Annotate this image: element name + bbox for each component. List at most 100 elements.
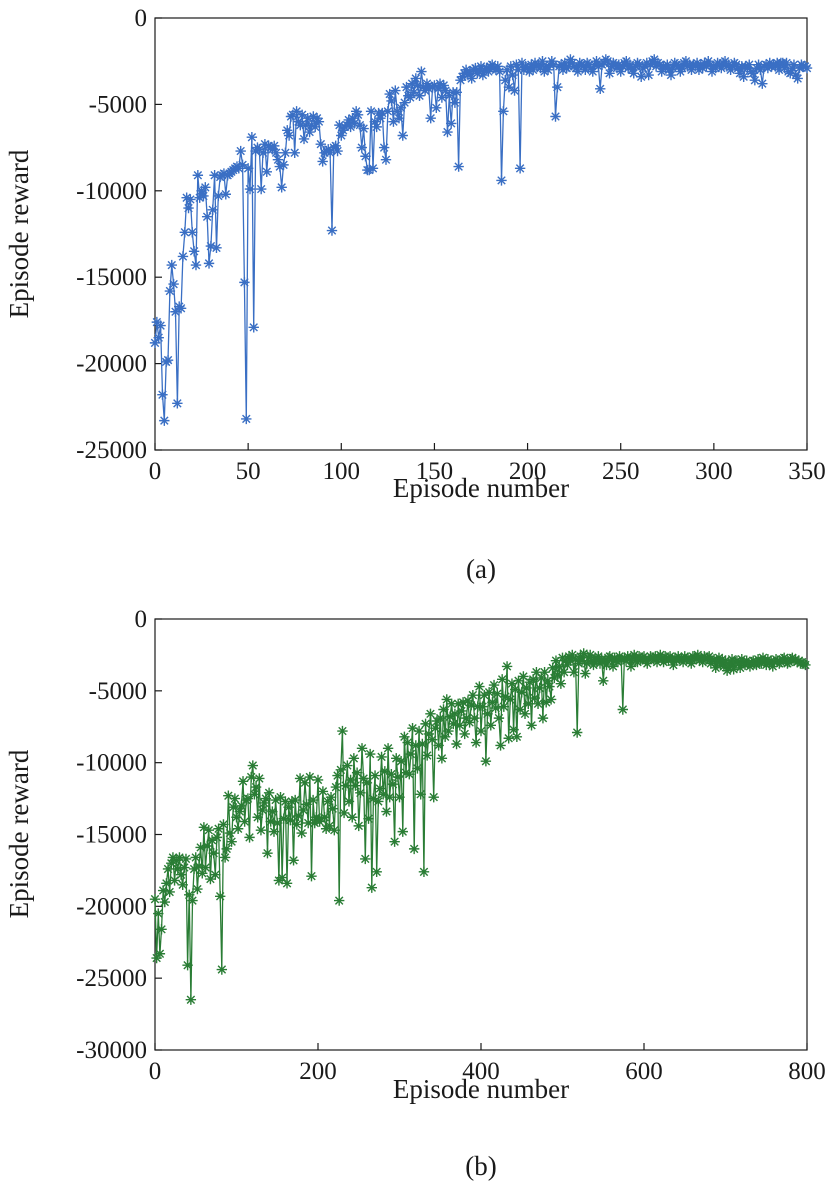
data-point-b	[234, 806, 245, 817]
data-point-a	[464, 66, 476, 77]
data-point-a	[792, 73, 803, 84]
data-point-b	[369, 770, 381, 781]
data-point-a	[360, 151, 371, 162]
data-point-a	[187, 227, 198, 238]
data-point-a	[280, 147, 291, 158]
data-point-b	[149, 893, 161, 905]
data-point-b	[201, 840, 213, 852]
data-point-b	[304, 771, 316, 783]
data-point-b	[164, 886, 175, 898]
data-point-b	[210, 869, 221, 880]
data-point-a	[304, 126, 315, 138]
data-point-a	[172, 398, 183, 409]
data-point-b	[188, 863, 200, 875]
data-point-b	[413, 725, 425, 737]
data-point-a	[434, 78, 446, 89]
data-point-b	[384, 791, 395, 803]
data-point-b	[514, 704, 526, 715]
data-point-b	[224, 827, 236, 839]
data-point-a	[552, 81, 563, 93]
data-point-a	[723, 59, 734, 70]
data-point-a	[310, 121, 321, 133]
data-point-a	[773, 64, 785, 76]
data-point-a	[602, 56, 613, 67]
data-point-b	[355, 787, 366, 799]
data-point-b	[325, 791, 337, 803]
data-point-a	[326, 225, 338, 236]
data-point-a	[244, 183, 256, 195]
data-point-a	[451, 87, 462, 98]
data-point-b	[477, 701, 488, 712]
data-point-a	[749, 75, 761, 86]
data-point-b	[374, 783, 386, 794]
data-point-a	[352, 109, 364, 120]
data-point-b	[580, 668, 591, 679]
data-point-a	[526, 59, 537, 70]
data-point-b	[444, 711, 456, 722]
data-point-b	[624, 654, 635, 665]
data-point-a	[587, 66, 598, 77]
data-point-a	[699, 57, 710, 69]
data-point-b	[539, 666, 550, 678]
data-point-b	[469, 712, 480, 724]
data-point-a	[513, 64, 524, 76]
data-point-a	[580, 64, 591, 76]
data-point-a	[269, 140, 280, 152]
data-point-b	[156, 924, 167, 935]
data-point-b	[399, 731, 410, 743]
data-point-a	[624, 59, 636, 70]
data-point-b	[422, 750, 433, 761]
data-point-a	[453, 161, 464, 172]
data-point-a	[218, 168, 230, 179]
data-point-b	[772, 655, 783, 666]
data-point-a	[250, 145, 261, 157]
data-point-b	[420, 718, 431, 730]
series-line-a	[154, 58, 808, 422]
data-point-b	[184, 889, 195, 901]
data-point-a	[423, 83, 435, 95]
data-point-b	[177, 879, 188, 890]
data-point-a	[494, 66, 505, 77]
data-point-a	[166, 259, 177, 271]
data-point-a	[744, 59, 755, 70]
data-point-b	[151, 952, 162, 964]
data-point-a	[550, 111, 561, 122]
data-point-b	[695, 652, 707, 663]
data-point-a	[207, 204, 218, 216]
data-point-a	[788, 59, 800, 70]
data-point-b	[640, 655, 651, 666]
data-point-a	[393, 113, 405, 124]
data-point-b	[470, 737, 482, 748]
data-point-b	[182, 960, 193, 971]
data-point-a	[593, 61, 604, 72]
data-point-b	[542, 675, 554, 686]
data-point-a	[378, 142, 390, 153]
data-point-a	[542, 64, 554, 76]
data-point-b	[275, 791, 286, 803]
data-point-a	[358, 123, 369, 134]
data-point-a	[483, 66, 494, 77]
data-point-a	[324, 147, 336, 158]
data-point-b	[598, 675, 609, 686]
plot-area-a	[154, 17, 808, 451]
data-point-b	[397, 826, 408, 837]
data-point-b	[262, 847, 273, 859]
data-point-b	[601, 659, 612, 671]
data-point-a	[539, 66, 550, 77]
data-point-a	[306, 119, 317, 131]
data-point-b	[614, 651, 625, 662]
caption-a: (a)	[466, 554, 496, 584]
data-point-b	[759, 655, 770, 666]
data-point-b	[526, 720, 537, 731]
data-point-b	[350, 780, 361, 791]
data-point-b	[408, 843, 420, 855]
data-point-b	[272, 817, 283, 829]
data-point-b	[319, 812, 330, 823]
data-point-a	[529, 57, 541, 69]
data-point-a	[714, 59, 725, 70]
data-point-b	[338, 807, 350, 819]
data-point-b	[418, 866, 430, 878]
data-point-a	[289, 147, 300, 158]
data-point-b	[206, 835, 218, 846]
data-point-a	[246, 132, 258, 143]
